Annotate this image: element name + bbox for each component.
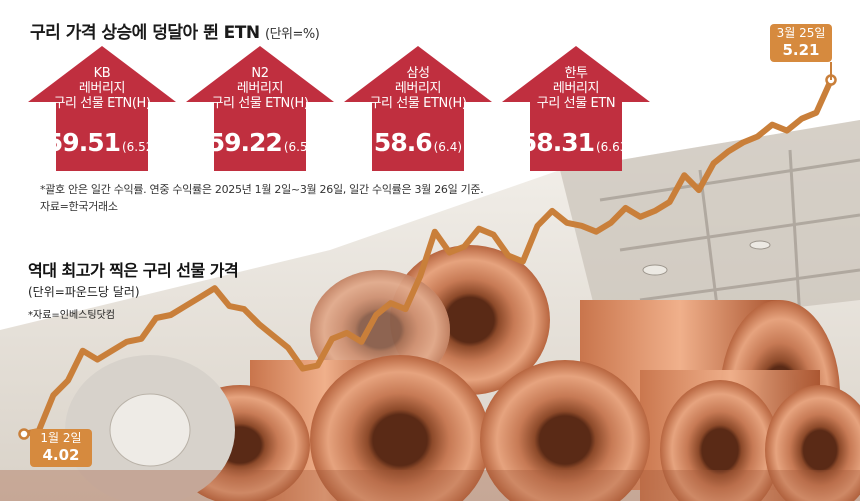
etn-type: 레버리지 [236, 81, 284, 96]
price-title: 역대 최고가 찍은 구리 선물 가격 [28, 261, 239, 280]
etn-type: 레버리지 [394, 81, 442, 96]
etn-return: 58.6 (6.4) [344, 128, 492, 157]
price-unit: (단위=파운드당 달러) [28, 285, 140, 299]
price-source: *자료=인베스팅닷컴 [28, 310, 115, 321]
etn-name: 삼성 레버리지 구리 선물 ETN(H) [344, 66, 492, 111]
arrow-up-icon [186, 46, 334, 171]
ytd-return: 58.6 [373, 128, 433, 157]
end-value-label: 5.21 [782, 41, 820, 59]
start-point [18, 428, 30, 440]
price-line-chart [18, 62, 837, 440]
daily-return: (6.5) [283, 140, 313, 154]
price-line [21, 77, 834, 437]
etn-issuer: 삼성 [406, 66, 430, 81]
end-date-label: 3월 25일 [776, 26, 826, 40]
etn-note-text: *괄호 안은 일간 수익률. 연중 수익률은 2025년 1월 2일~3월 26… [40, 183, 484, 196]
etn-name: KB 레버리지 구리 선물 ETN(H) [28, 66, 176, 111]
etn-card-n2: N2 레버리지 구리 선물 ETN(H) 59.22 (6.5) [186, 46, 334, 171]
etn-source: 자료=한국거래소 [40, 200, 118, 213]
etn-issuer: 한투 [564, 66, 588, 81]
etn-return: 59.51 (6.52) [28, 128, 176, 157]
etn-section-title: 구리 가격 상승에 덩달아 뛴 ETN (단위=%) [30, 18, 320, 43]
etn-return: 59.22 (6.5) [186, 128, 334, 157]
copper-coils [0, 245, 860, 501]
start-value-callout: 1월 2일 4.02 [30, 429, 92, 467]
etn-card-hantu: 한투 레버리지 구리 선물 ETN 58.31 (6.63) [502, 46, 650, 171]
end-value-callout: 3월 25일 5.21 [770, 24, 832, 62]
etn-issuer: KB [93, 66, 111, 81]
etn-footnote: *괄호 안은 일간 수익률. 연중 수익률은 2025년 1월 2일~3월 26… [40, 181, 484, 215]
start-value-label: 4.02 [42, 446, 80, 464]
etn-name: 한투 레버리지 구리 선물 ETN [502, 66, 650, 111]
start-date-label: 1월 2일 [40, 431, 82, 445]
arrow-up-icon [502, 46, 650, 171]
etn-product: 구리 선물 ETN [536, 96, 616, 111]
arrow-up-icon [28, 46, 176, 171]
etn-issuer: N2 [251, 66, 269, 81]
etn-product: 구리 선물 ETN(H) [369, 96, 467, 111]
etn-product: 구리 선물 ETN(H) [53, 96, 151, 111]
etn-card-kb: KB 레버리지 구리 선물 ETN(H) 59.51 (6.52) [28, 46, 176, 171]
etn-type: 레버리지 [552, 81, 600, 96]
arrow-up-icon [344, 46, 492, 171]
etn-card-samsung: 삼성 레버리지 구리 선물 ETN(H) 58.6 (6.4) [344, 46, 492, 171]
etn-return: 58.31 (6.63) [502, 128, 650, 157]
etn-name: N2 레버리지 구리 선물 ETN(H) [186, 66, 334, 111]
etn-unit: (단위=%) [265, 27, 320, 42]
etn-type: 레버리지 [78, 81, 126, 96]
ytd-return: 59.22 [207, 128, 283, 157]
ytd-return: 58.31 [519, 128, 595, 157]
daily-return: (6.52) [121, 140, 159, 154]
daily-return: (6.4) [433, 140, 463, 154]
daily-return: (6.63) [595, 140, 633, 154]
ytd-return: 59.51 [45, 128, 121, 157]
etn-product: 구리 선물 ETN(H) [211, 96, 309, 111]
etn-title-text: 구리 가격 상승에 덩달아 뛴 ETN [30, 23, 260, 43]
